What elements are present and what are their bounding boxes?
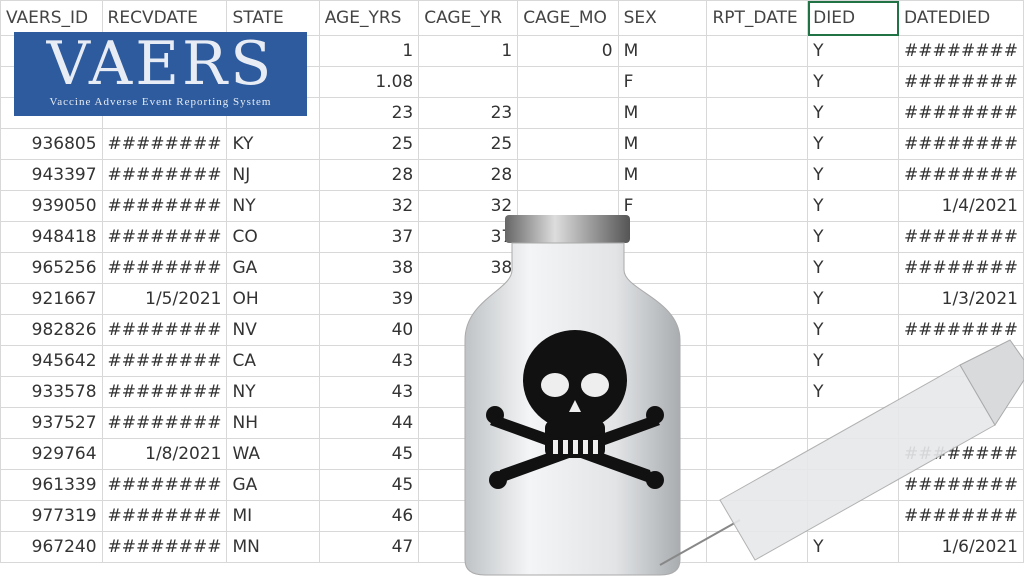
vaers-logo: VAERS Vaccine Adverse Event Reporting Sy… bbox=[14, 32, 307, 116]
cell[interactable] bbox=[517, 66, 619, 98]
cell[interactable]: Y bbox=[807, 531, 899, 563]
cell[interactable] bbox=[706, 159, 809, 191]
cell[interactable]: KY bbox=[226, 128, 320, 160]
cell[interactable]: 43 bbox=[318, 345, 420, 377]
cell[interactable]: 1/3/2021 bbox=[898, 283, 1024, 315]
cell[interactable]: 1/8/2021 bbox=[101, 438, 228, 470]
cell[interactable]: ######## bbox=[898, 97, 1024, 129]
cell[interactable]: 1/4/2021 bbox=[898, 190, 1024, 222]
cell[interactable]: 936805 bbox=[0, 128, 103, 160]
logo-title: VAERS bbox=[46, 29, 275, 99]
cell[interactable]: Y bbox=[807, 314, 899, 346]
cell[interactable] bbox=[706, 407, 809, 439]
cell[interactable]: 1/6/2021 bbox=[898, 531, 1024, 563]
cell[interactable]: 967240 bbox=[0, 531, 103, 563]
cell[interactable]: Y bbox=[807, 66, 899, 98]
cell[interactable]: CO bbox=[226, 221, 320, 253]
cell[interactable]: NH bbox=[226, 407, 320, 439]
cell[interactable]: ######## bbox=[898, 221, 1024, 253]
cell[interactable]: 943397 bbox=[0, 159, 103, 191]
cell[interactable]: Y bbox=[807, 159, 899, 191]
column-header-age-yrs[interactable]: AGE_YRS bbox=[318, 0, 420, 36]
cell[interactable]: NY bbox=[226, 376, 320, 408]
cell[interactable] bbox=[418, 66, 519, 98]
cell[interactable]: 929764 bbox=[0, 438, 103, 470]
spreadsheet-grid: VAERS_ID RECVDATE STATE AGE_YRS CAGE_YR CAGE_… bbox=[0, 0, 1024, 563]
cell[interactable]: 44 bbox=[318, 407, 420, 439]
cell[interactable]: 1.08 bbox=[318, 66, 420, 98]
cell[interactable]: 921667 bbox=[0, 283, 103, 315]
cell[interactable]: F bbox=[617, 190, 708, 222]
cell[interactable]: 982826 bbox=[0, 314, 103, 346]
cell[interactable]: F bbox=[617, 66, 708, 98]
cell[interactable]: 1 bbox=[418, 35, 519, 67]
cell[interactable]: 961339 bbox=[0, 469, 103, 501]
table-row: 939050 ######## NY 32 32 F Y 1/4/2021 bbox=[0, 190, 1024, 222]
cell[interactable]: 965256 bbox=[0, 252, 103, 284]
cell[interactable]: ######## bbox=[101, 190, 228, 222]
cell[interactable]: NY bbox=[226, 190, 320, 222]
column-header-datedied[interactable]: DATEDIED bbox=[898, 0, 1024, 36]
cell[interactable]: 45 bbox=[318, 438, 420, 470]
column-header-recvdate[interactable]: RECVDATE bbox=[101, 0, 228, 36]
cell[interactable]: 38 bbox=[418, 252, 519, 284]
cell[interactable]: 948418 bbox=[0, 221, 103, 253]
cell[interactable]: NJ bbox=[226, 159, 320, 191]
cell[interactable]: GA bbox=[226, 469, 320, 501]
cell[interactable]: ######## bbox=[101, 469, 228, 501]
cell[interactable]: Y bbox=[807, 345, 899, 377]
column-header-rpt-date[interactable]: RPT_DATE bbox=[706, 0, 809, 36]
cell[interactable] bbox=[706, 376, 809, 408]
cell[interactable]: M bbox=[617, 35, 708, 67]
cell[interactable]: ######## bbox=[898, 252, 1024, 284]
cell[interactable]: 1/5/2021 bbox=[101, 283, 228, 315]
cell[interactable] bbox=[517, 97, 619, 129]
cell[interactable]: 32 bbox=[418, 190, 519, 222]
cell[interactable]: ######## bbox=[898, 314, 1024, 346]
cell[interactable]: 1 bbox=[318, 35, 420, 67]
column-header-vaers-id[interactable]: VAERS_ID bbox=[0, 0, 103, 36]
header-row: VAERS_ID RECVDATE STATE AGE_YRS CAGE_YR CAGE_… bbox=[0, 0, 1024, 36]
cell[interactable]: ######## bbox=[101, 376, 228, 408]
cell[interactable]: 47 bbox=[318, 531, 420, 563]
cell[interactable]: ######## bbox=[898, 66, 1024, 98]
cell[interactable]: 939050 bbox=[0, 190, 103, 222]
cell[interactable]: ######## bbox=[101, 221, 228, 253]
cell[interactable]: 28 bbox=[418, 159, 519, 191]
cell[interactable] bbox=[617, 221, 708, 253]
column-header-died[interactable]: DIED bbox=[807, 0, 899, 36]
cell[interactable]: ######## bbox=[101, 159, 228, 191]
cell[interactable]: ######## bbox=[898, 469, 1024, 501]
cell[interactable]: 945642 bbox=[0, 345, 103, 377]
logo-subtitle: Vaccine Adverse Event Reporting System bbox=[49, 96, 272, 108]
cell[interactable]: Y bbox=[807, 252, 899, 284]
column-header-sex[interactable]: SEX bbox=[617, 0, 708, 36]
cell[interactable]: ######## bbox=[898, 500, 1024, 532]
cell[interactable]: ######## bbox=[101, 128, 228, 160]
column-header-cage-mo[interactable]: CAGE_MO bbox=[517, 0, 619, 36]
cell[interactable]: ######## bbox=[898, 159, 1024, 191]
cell[interactable]: 25 bbox=[418, 128, 519, 160]
cell[interactable]: Y bbox=[807, 283, 899, 315]
cell[interactable]: CA bbox=[226, 345, 320, 377]
cell[interactable]: MI bbox=[226, 500, 320, 532]
cell[interactable]: OH bbox=[226, 283, 320, 315]
cell[interactable] bbox=[617, 252, 708, 284]
poison-vial-icon bbox=[464, 215, 681, 576]
syringe-icon bbox=[659, 339, 1024, 566]
skull-crossbones-icon bbox=[486, 330, 664, 489]
cell[interactable] bbox=[706, 283, 809, 315]
cell[interactable] bbox=[517, 159, 619, 191]
cell[interactable] bbox=[517, 128, 619, 160]
cell[interactable] bbox=[706, 345, 809, 377]
cell[interactable]: ######## bbox=[101, 407, 228, 439]
cell[interactable]: 45 bbox=[318, 469, 420, 501]
cell[interactable]: ######## bbox=[101, 531, 228, 563]
cell[interactable]: MN bbox=[226, 531, 320, 563]
